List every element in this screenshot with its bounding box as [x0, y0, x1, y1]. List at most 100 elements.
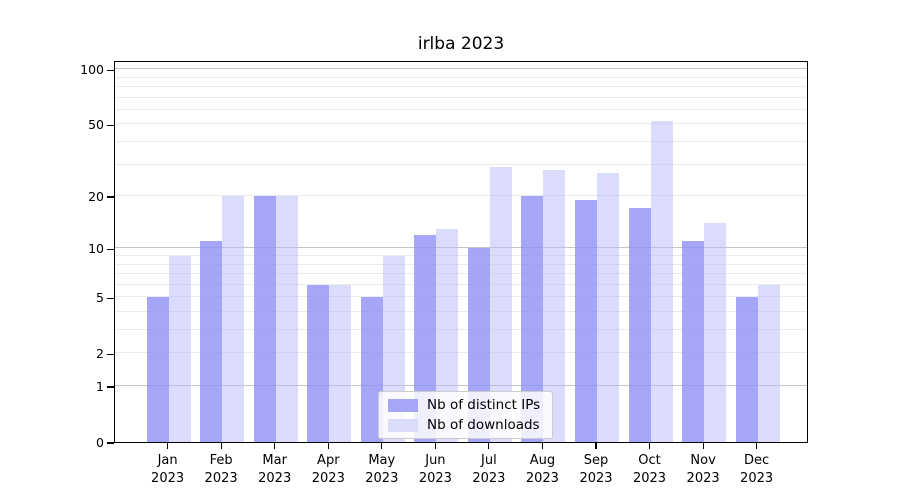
x-axis-tick [541, 443, 543, 449]
legend-item-downloads: Nb of downloads [388, 417, 540, 433]
x-tick-label-line: 2023 [151, 471, 185, 486]
x-tick-label: May 2023 [350, 452, 414, 488]
x-tick-label-line: Aug [529, 453, 556, 468]
y-tick-label: 5 [96, 290, 104, 306]
gridline-minor [115, 254, 807, 256]
bar-distinct-ips-jan [146, 297, 169, 442]
x-axis-tick [702, 443, 704, 449]
x-axis-tick [648, 443, 651, 449]
x-tick-label: Jul 2023 [457, 452, 521, 488]
x-tick-label-line: 2023 [632, 471, 667, 486]
bar-downloads-jan [168, 255, 191, 442]
gridline-minor [115, 263, 807, 265]
x-axis-tick [595, 443, 597, 449]
gridline-minor [115, 310, 807, 312]
x-tick-label-line: 2023 [525, 471, 559, 486]
y-axis-tick [107, 353, 114, 355]
gridline-minor [115, 195, 807, 196]
x-tick-label: Feb 2023 [189, 452, 253, 488]
gridline-minor [115, 96, 807, 98]
x-tick-label: Jun 2023 [403, 452, 467, 488]
x-tick-label-line: 2023 [686, 471, 720, 486]
gridline-minor [115, 123, 807, 125]
legend-label: Nb of downloads [427, 417, 540, 433]
x-tick-label: Jan 2023 [136, 452, 200, 488]
bar-downloads-nov [704, 223, 727, 442]
y-tick-label: 0 [96, 435, 104, 450]
gridline-minor [115, 273, 807, 274]
bar-downloads-apr [329, 284, 352, 442]
x-tick-label-line: Sep [583, 453, 609, 468]
x-tick-label-line: 2023 [472, 471, 506, 486]
bar-distinct-ips-feb [200, 241, 223, 442]
gridline-major [115, 385, 807, 386]
gridline-major [115, 68, 807, 70]
gridline-minor [115, 296, 807, 298]
bar-distinct-ips-aug [521, 196, 544, 442]
x-tick-label-line: Apr [317, 453, 340, 468]
gridline-minor [115, 283, 807, 285]
gridline-minor [115, 140, 807, 142]
x-axis-tick [381, 443, 383, 449]
x-tick-label-line: Jul [481, 453, 497, 468]
y-tick-label: 2 [96, 346, 104, 362]
bar-downloads-dec [757, 284, 780, 442]
legend: Nb of distinct IPs Nb of downloads [378, 391, 554, 439]
x-tick-label: Oct 2023 [618, 452, 682, 488]
x-tick-label-line: Dec [744, 453, 770, 468]
y-axis-tick [107, 248, 114, 250]
x-tick-label-line: 2023 [418, 471, 452, 486]
y-tick-label: 20 [88, 189, 104, 204]
x-tick-label: Sep 2023 [564, 452, 628, 488]
x-tick-label: Mar 2023 [243, 452, 307, 488]
y-axis-tick [107, 196, 114, 198]
x-tick-label-line: Jun [425, 453, 446, 468]
gridline-minor [115, 163, 807, 165]
y-axis-tick [107, 386, 114, 388]
y-tick-label: 100 [80, 62, 104, 78]
x-axis-tick [756, 443, 758, 449]
x-axis-tick [488, 443, 490, 449]
x-tick-label-line: Nov [690, 453, 716, 468]
bar-distinct-ips-oct [628, 208, 651, 442]
bar-distinct-ips-jun [414, 234, 437, 442]
x-tick-label-line: Feb [209, 453, 233, 468]
bar-downloads-feb [222, 196, 245, 442]
x-tick-label: Apr 2023 [296, 452, 360, 488]
bar-distinct-ips-apr [307, 284, 330, 442]
bar-downloads-mar [275, 196, 298, 442]
x-tick-label-line: 2023 [579, 471, 613, 486]
y-axis-tick [107, 442, 114, 444]
x-axis-tick [274, 443, 276, 449]
legend-swatch-downloads [388, 418, 418, 432]
y-axis-tick [107, 297, 114, 299]
legend-item-distinct-ips: Nb of distinct IPs [388, 397, 540, 413]
x-axis-tick [327, 443, 329, 449]
gridline-minor [115, 329, 807, 330]
x-tick-label-line: 2023 [740, 471, 774, 486]
bar-distinct-ips-may [360, 297, 383, 442]
plot-area [114, 61, 808, 443]
gridline-minor [115, 85, 807, 87]
x-tick-label-line: Jan [157, 453, 178, 468]
gridline-minor [115, 352, 807, 354]
bar-downloads-aug [543, 169, 566, 442]
x-tick-label-line: May [368, 453, 396, 468]
bar-downloads-jun [436, 228, 459, 442]
y-tick-label: 1 [96, 379, 104, 394]
x-axis-tick [220, 443, 222, 449]
y-tick-label: 10 [88, 241, 104, 257]
y-tick-label: 50 [88, 117, 104, 133]
x-tick-label-line: 2023 [258, 471, 292, 486]
legend-label: Nb of distinct IPs [427, 397, 541, 413]
bar-downloads-sep [597, 172, 619, 442]
gridline-minor [115, 76, 807, 78]
x-tick-label-line: Oct [638, 453, 661, 468]
bar-distinct-ips-nov [682, 241, 705, 442]
bar-downloads-jul [489, 167, 512, 442]
x-tick-label-line: Mar [262, 453, 287, 468]
gridline-minor [115, 108, 807, 110]
gridline-major [115, 247, 807, 249]
bar-distinct-ips-sep [575, 199, 597, 442]
x-tick-label-line: 2023 [311, 471, 345, 486]
